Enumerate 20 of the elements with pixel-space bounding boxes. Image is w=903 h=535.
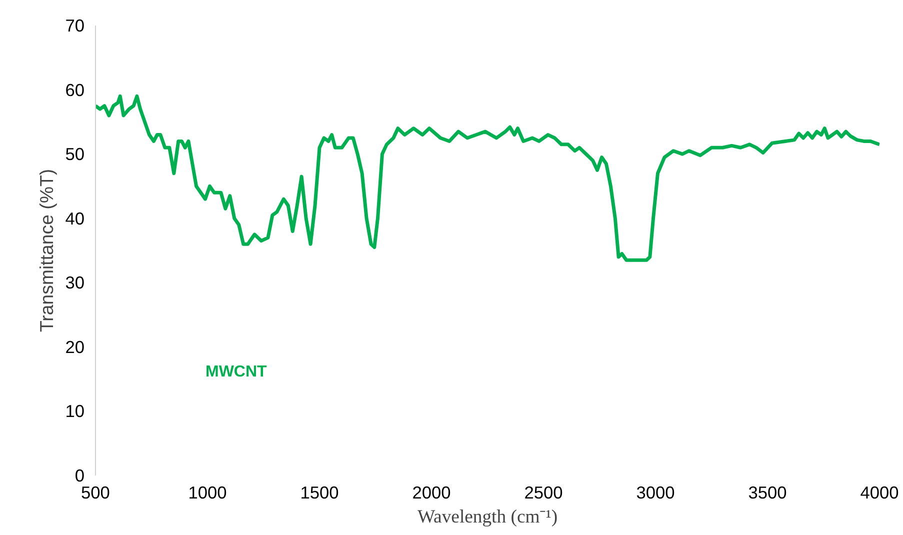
- x-tick-label: 1500: [300, 482, 339, 502]
- x-axis-title: Wavelength (cm⁻¹): [417, 506, 558, 528]
- y-tick-label: 70: [65, 16, 85, 36]
- x-tick-label: 4000: [860, 482, 899, 502]
- y-tick-label: 20: [65, 336, 85, 357]
- y-tick-label: 30: [65, 272, 85, 293]
- x-tick-label: 500: [81, 482, 110, 502]
- x-tick-label: 2000: [412, 482, 451, 502]
- y-tick-label: 0: [74, 466, 85, 486]
- x-tick-label: 3500: [748, 482, 787, 502]
- x-tick-label: 1000: [188, 482, 227, 502]
- line-series: [96, 94, 880, 262]
- y-axis-title: Transmittance (%T): [36, 168, 58, 332]
- text: MWCNT: [206, 364, 268, 380]
- y-tick-label: 40: [65, 208, 85, 228]
- y-tick-label: 60: [65, 80, 85, 100]
- y-tick-label: 50: [65, 144, 85, 164]
- x-tick-label: 2500: [524, 482, 563, 502]
- x-tick-label: 3000: [636, 482, 675, 502]
- y-tick-label: 10: [65, 401, 85, 422]
